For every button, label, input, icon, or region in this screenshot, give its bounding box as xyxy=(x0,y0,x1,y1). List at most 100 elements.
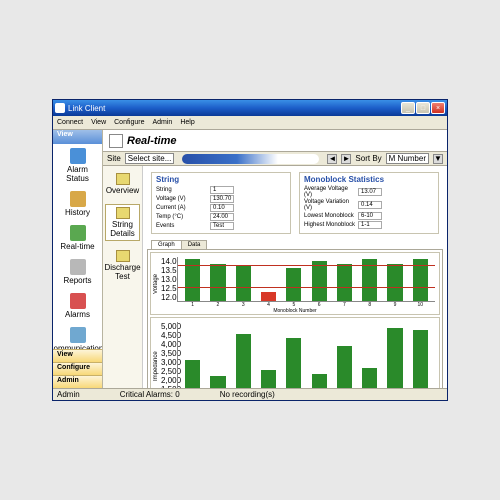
sidebar-item[interactable]: Real-time xyxy=(55,225,100,251)
bar: 3 xyxy=(236,334,251,388)
chart1-xlabel: Monoblock Number xyxy=(273,308,316,314)
site-select[interactable]: Select site... xyxy=(125,153,175,164)
field-value[interactable]: Test xyxy=(210,222,234,230)
app-title: Link Client xyxy=(68,104,105,113)
vtab[interactable]: String Details xyxy=(105,204,140,241)
sidebar-item[interactable]: Alarm Status xyxy=(55,148,100,183)
statusbar: Admin Critical Alarms: 0 No recording(s) xyxy=(53,388,447,400)
bar: 5 xyxy=(286,268,301,301)
ytick: 2,000 xyxy=(161,376,176,385)
titlebar[interactable]: Link Client _ □ × xyxy=(53,100,447,116)
field-row: String1 xyxy=(156,186,286,194)
main-area: Real-time Site Select site... ◄ ► Sort B… xyxy=(103,130,447,388)
field-label: Voltage (V) xyxy=(156,196,208,202)
bar: 5 xyxy=(286,338,301,388)
field-label: Highest Monoblock xyxy=(304,222,356,228)
status-mid: Critical Alarms: 0 xyxy=(120,390,180,399)
field-value[interactable]: 1 xyxy=(210,186,234,194)
sort-dir-button[interactable]: ▼ xyxy=(433,154,443,164)
field-label: Lowest Monoblock xyxy=(304,213,356,219)
field-value[interactable]: 130.70 xyxy=(210,195,234,203)
sidebar-item[interactable]: Alarms xyxy=(55,293,100,319)
sidebar-item-icon xyxy=(70,148,86,164)
xtick: 1 xyxy=(191,302,194,308)
menu-admin[interactable]: Admin xyxy=(152,119,172,126)
bar: 7 xyxy=(337,264,352,301)
sidebar-item-icon xyxy=(70,191,86,207)
main-toolbar: Site Select site... ◄ ► Sort By M Number… xyxy=(103,152,447,166)
chart2-ylabel: Impedance xyxy=(151,318,161,388)
sort-select[interactable]: M Number xyxy=(386,153,429,164)
bar: 10 xyxy=(413,330,428,388)
field-row: EventsTest xyxy=(156,222,286,230)
ytick: 13.0 xyxy=(161,275,176,284)
tab-graph[interactable]: Graph xyxy=(151,240,182,249)
sidebar-item-icon xyxy=(70,225,86,241)
menu-connect[interactable]: Connect xyxy=(57,119,83,126)
xtick: 4 xyxy=(267,302,270,308)
bar: 9 xyxy=(387,328,402,388)
bar: 4 xyxy=(261,292,276,301)
page-title: Real-time xyxy=(127,135,177,147)
xtick: 9 xyxy=(394,302,397,308)
field-row: Current (A)0.10 xyxy=(156,204,286,212)
ytick: 1,500 xyxy=(161,385,176,388)
ytick: 4,500 xyxy=(161,331,176,340)
field-value: 0.14 xyxy=(358,201,382,209)
field-row: Temp (°C)24.00 xyxy=(156,213,286,221)
xtick: 10 xyxy=(418,302,424,308)
field-value[interactable]: 0.10 xyxy=(210,204,234,212)
status-left: Admin xyxy=(57,390,80,399)
sidebar-item[interactable]: History xyxy=(55,191,100,217)
impedance-chart: Impedance 5,0004,5004,0003,5003,0002,500… xyxy=(150,317,440,388)
ytick: 14.0 xyxy=(161,257,176,266)
content-tabs: Graph Data xyxy=(147,240,443,249)
field-label: Current (A) xyxy=(156,205,208,211)
vtab-label: Discharge Test xyxy=(105,263,141,281)
stack-view[interactable]: View xyxy=(53,349,102,362)
sidebar-item-label: Reports xyxy=(63,276,91,285)
string-header: String xyxy=(156,175,286,184)
xtick: 3 xyxy=(242,302,245,308)
xtick: 6 xyxy=(318,302,321,308)
stack-admin[interactable]: Admin xyxy=(53,375,102,388)
field-value: 1-1 xyxy=(358,221,382,229)
vtab[interactable]: Overview xyxy=(105,170,140,198)
menu-help[interactable]: Help xyxy=(180,119,194,126)
status-right: No recording(s) xyxy=(220,390,275,399)
main-header: Real-time xyxy=(103,130,447,152)
sidebar-item-icon xyxy=(70,293,86,309)
detail-panel: String String1Voltage (V)130.70Current (… xyxy=(143,166,447,388)
sidebar-item-label: Alarm Status xyxy=(55,165,100,183)
stats-group: Monoblock Statistics Average Voltage (V)… xyxy=(299,172,439,234)
stack-configure[interactable]: Configure xyxy=(53,362,102,375)
next-button[interactable]: ► xyxy=(341,154,351,164)
bar: 7 xyxy=(337,346,352,388)
sidebar-item[interactable]: Reports xyxy=(55,259,100,285)
xtick: 8 xyxy=(368,302,371,308)
sidebar-item[interactable]: Communications xyxy=(55,327,100,349)
field-row: Voltage Variation (V)0.14 xyxy=(304,199,434,211)
minimize-button[interactable]: _ xyxy=(401,102,415,114)
vtab[interactable]: Discharge Test xyxy=(105,247,140,284)
field-row: Highest Monoblock1-1 xyxy=(304,221,434,229)
vtab-label: String Details xyxy=(108,220,137,238)
app-icon xyxy=(55,103,65,113)
maximize-button[interactable]: □ xyxy=(416,102,430,114)
bar: 8 xyxy=(362,368,377,388)
site-label: Site xyxy=(107,154,121,163)
sidebar-item-label: History xyxy=(65,208,90,217)
prev-button[interactable]: ◄ xyxy=(327,154,337,164)
bar: 9 xyxy=(387,264,402,301)
field-value[interactable]: 24.00 xyxy=(210,213,234,221)
field-row: Lowest Monoblock6-10 xyxy=(304,212,434,220)
menu-view[interactable]: View xyxy=(91,119,106,126)
close-button[interactable]: × xyxy=(431,102,445,114)
stats-header: Monoblock Statistics xyxy=(304,175,434,184)
field-row: Voltage (V)130.70 xyxy=(156,195,286,203)
bar: 2 xyxy=(210,264,225,301)
tab-data[interactable]: Data xyxy=(181,240,208,249)
refline xyxy=(178,287,435,288)
menu-configure[interactable]: Configure xyxy=(114,119,144,126)
ytick: 2,500 xyxy=(161,367,176,376)
